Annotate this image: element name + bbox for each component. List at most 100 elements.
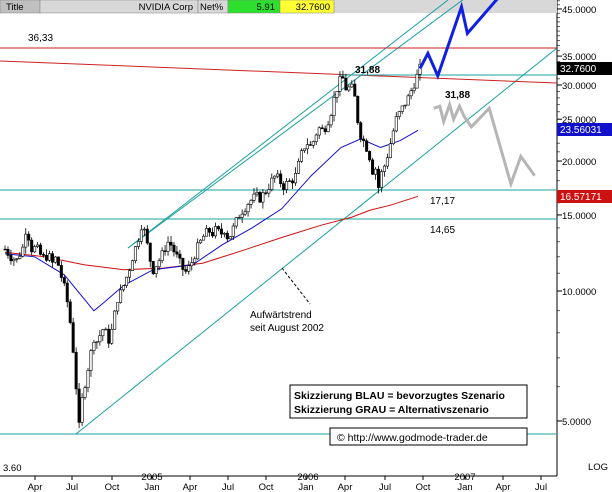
x-month-label: Oct	[416, 482, 431, 492]
candle-body	[314, 134, 318, 142]
x-axis: Apr Jul Oct Jan Apr Jul Oct Jan Apr Jul Oct Jan Apr J…	[28, 472, 547, 492]
candle-body	[86, 370, 90, 388]
candle-body	[350, 83, 354, 88]
level-label-14: 14,65	[430, 225, 455, 236]
candle-body	[394, 116, 398, 132]
candle-body	[95, 341, 99, 343]
candle-body	[181, 257, 185, 270]
channel-upper-line	[127, 0, 464, 249]
candle-body	[234, 217, 238, 227]
y-tick-label: 35.0000	[562, 52, 596, 63]
x-month-label: Apr	[183, 482, 198, 492]
x-year-label: 2007	[454, 472, 475, 483]
candle-body	[365, 140, 369, 152]
candle-body	[101, 329, 105, 337]
candle-body	[388, 143, 392, 158]
trend-annotation-pointer	[281, 267, 311, 305]
trend-channel	[75, 0, 558, 435]
badge-ma-blue: 23.56031	[557, 123, 612, 136]
candle-body	[376, 168, 380, 188]
candle-body	[362, 138, 366, 142]
candle-body	[237, 217, 241, 219]
candle-body	[329, 115, 333, 126]
candle-body	[89, 350, 93, 371]
y-tick-label: 25.0000	[562, 115, 596, 126]
title-label: Title	[6, 2, 24, 13]
candle-body	[249, 200, 253, 205]
candle-body	[258, 192, 262, 203]
badge-ma-red-text: 16.57171	[560, 192, 602, 203]
badge-ma-blue-text: 23.56031	[560, 125, 602, 136]
candle-body	[133, 246, 137, 262]
candle-body	[368, 151, 372, 161]
level-label-31-right: 31,88	[445, 90, 470, 101]
candle-body	[338, 76, 342, 92]
candle-body	[320, 127, 324, 129]
candle-body	[122, 285, 126, 291]
y-tick-label: 5.0000	[562, 417, 591, 428]
candle-body	[267, 189, 271, 194]
last-price-cell	[279, 0, 335, 14]
candle-body	[409, 90, 413, 97]
candle-body	[166, 241, 170, 252]
y-tick-label: 45.0000	[562, 5, 596, 16]
scenario-legend: Skizzierung BLAU = bevorzugtes Szenario …	[289, 384, 528, 419]
candle-body	[42, 254, 46, 256]
candle-body	[148, 242, 152, 262]
candle-body	[39, 244, 43, 255]
candle-body	[36, 244, 40, 247]
candle-body	[184, 269, 188, 272]
candle-body	[24, 233, 28, 248]
candle-body	[50, 253, 54, 263]
candle-body	[202, 235, 206, 241]
candle-body	[160, 250, 164, 261]
candle-body	[359, 122, 363, 140]
scenario-blue-path	[418, 0, 499, 81]
candle-body	[418, 63, 422, 75]
candle-body	[397, 111, 401, 117]
candle-body	[172, 244, 176, 253]
candle-body	[391, 130, 395, 145]
last-price: 32.7600	[296, 2, 330, 13]
candle-body	[196, 242, 200, 260]
candle-body	[80, 397, 84, 423]
x-month-label: Jan	[457, 482, 472, 492]
candle-body	[371, 159, 375, 175]
candle-body	[400, 105, 404, 112]
y-tick-label: 30.0000	[562, 81, 596, 92]
candle-body	[154, 266, 158, 275]
candle-body	[403, 104, 407, 107]
level-label-36: 36,33	[28, 33, 53, 44]
candle-body	[344, 77, 348, 91]
y-tick-label: 15.0000	[562, 211, 596, 222]
x-month-label: Jul	[222, 482, 234, 492]
candle-body	[231, 225, 235, 237]
candle-body	[311, 141, 315, 146]
badge-last: 32.7600	[557, 62, 612, 75]
candle-body	[208, 228, 212, 233]
candle-body	[65, 282, 69, 303]
channel-mid-line	[127, 0, 449, 249]
candle-body	[379, 171, 383, 188]
source-box: © http://www.godmode-trader.de	[329, 427, 528, 446]
legend-blue-text: Skizzierung BLAU = bevorzugtes Szenario	[294, 390, 505, 402]
candle-body	[92, 341, 96, 351]
candle-body	[62, 277, 66, 284]
candle-body	[317, 127, 321, 136]
x-year-label: 2005	[141, 472, 162, 483]
candle-body	[305, 144, 309, 150]
scenario-gray-path	[433, 99, 536, 189]
candle-body	[107, 328, 111, 344]
candle-body	[293, 172, 297, 184]
trend-annotation-line1: Aufwärtstrend	[250, 310, 312, 321]
x-month-label: Oct	[105, 482, 120, 492]
candle-body	[104, 328, 108, 331]
channel-lower-line	[75, 47, 558, 435]
candle-body	[47, 253, 51, 261]
candle-body	[279, 173, 283, 184]
y-tick-label: 10.0000	[562, 287, 596, 298]
candle-body	[282, 183, 286, 190]
candle-body	[125, 276, 129, 286]
candle-body	[193, 258, 197, 263]
